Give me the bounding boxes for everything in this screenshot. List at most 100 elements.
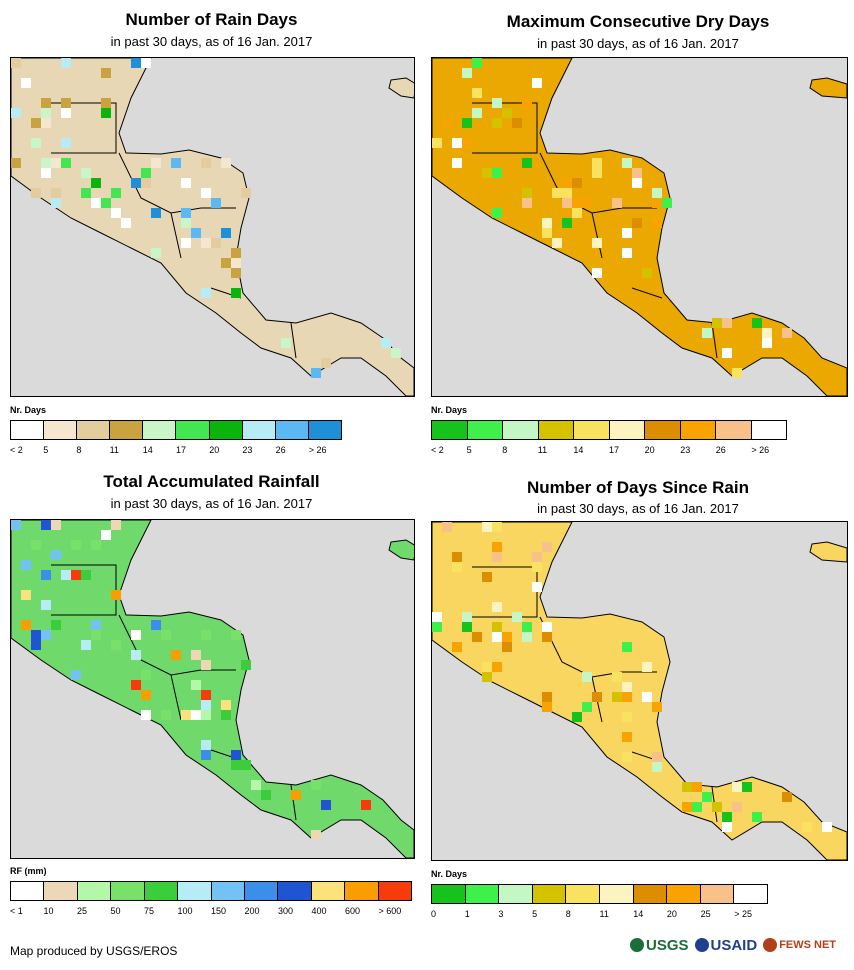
raster-cell bbox=[542, 228, 552, 238]
legend-tick: 600 bbox=[345, 906, 361, 916]
legend-swatch bbox=[11, 882, 45, 900]
raster-cell bbox=[722, 812, 732, 822]
raster-cell bbox=[201, 710, 211, 720]
raster-cell bbox=[51, 550, 61, 560]
panel-3-legend bbox=[10, 881, 412, 901]
legend-tick: 14 bbox=[142, 445, 153, 455]
raster-cell bbox=[732, 802, 742, 812]
raster-cell bbox=[452, 562, 462, 572]
raster-cell bbox=[211, 238, 221, 248]
raster-cell bbox=[712, 318, 722, 328]
raster-cell bbox=[522, 188, 532, 198]
legend-tick: 20 bbox=[644, 445, 655, 455]
panel-2-map-svg bbox=[432, 58, 847, 396]
legend-tick: 20 bbox=[666, 909, 677, 919]
raster-cell bbox=[702, 792, 712, 802]
legend-tick: 26 bbox=[275, 445, 286, 455]
raster-cell bbox=[762, 328, 772, 338]
legend-swatch bbox=[44, 882, 78, 900]
legend-tick: > 25 bbox=[734, 909, 753, 919]
raster-cell bbox=[111, 640, 121, 650]
land-mass bbox=[11, 520, 414, 858]
raster-cell bbox=[542, 218, 552, 228]
raster-cell bbox=[502, 632, 512, 642]
panel-4-map bbox=[431, 521, 848, 861]
raster-cell bbox=[51, 188, 61, 198]
raster-cell bbox=[492, 662, 502, 672]
raster-cell bbox=[722, 318, 732, 328]
country-borders bbox=[539, 152, 718, 359]
raster-cell bbox=[41, 600, 51, 610]
raster-cell bbox=[542, 622, 552, 632]
raster-cell bbox=[161, 630, 171, 640]
raster-cell bbox=[31, 188, 41, 198]
legend-tick: 17 bbox=[176, 445, 187, 455]
credit-text: Map produced by USGS/EROS bbox=[10, 944, 178, 958]
raster-cell bbox=[201, 158, 211, 168]
raster-cell bbox=[61, 138, 71, 148]
raster-cell bbox=[632, 168, 642, 178]
raster-cell bbox=[562, 198, 572, 208]
raster-cell bbox=[552, 188, 562, 198]
raster-cell bbox=[71, 670, 81, 680]
raster-cell bbox=[221, 710, 231, 720]
panel-2-legend-ticks: < 2 5 8 11 14 17 20 23 26 > 26 bbox=[431, 445, 801, 457]
raster-cell bbox=[652, 218, 662, 228]
raster-cell bbox=[532, 552, 542, 562]
raster-cell bbox=[552, 238, 562, 248]
raster-cell bbox=[562, 188, 572, 198]
legend-swatch bbox=[734, 885, 767, 903]
legend-tick: < 2 bbox=[431, 445, 444, 455]
raster-cell bbox=[91, 540, 101, 550]
raster-cell bbox=[21, 560, 31, 570]
raster-cell bbox=[492, 118, 502, 128]
raster-cell bbox=[732, 368, 742, 378]
raster-cell bbox=[702, 328, 712, 338]
legend-tick: 75 bbox=[144, 906, 155, 916]
raster-cell bbox=[782, 328, 792, 338]
land-mass bbox=[432, 522, 847, 860]
legend-tick: 25 bbox=[77, 906, 88, 916]
raster-cell bbox=[582, 702, 592, 712]
raster-cell bbox=[652, 702, 662, 712]
raster-cell bbox=[191, 650, 201, 660]
raster-cell bbox=[592, 238, 602, 248]
panel-1-map-svg bbox=[11, 58, 414, 396]
raster-cell bbox=[51, 620, 61, 630]
raster-cell bbox=[141, 690, 151, 700]
raster-cell bbox=[682, 802, 692, 812]
legend-tick: < 1 bbox=[10, 906, 23, 916]
yucatan-border bbox=[472, 102, 538, 154]
raster-cell bbox=[201, 740, 211, 750]
raster-cell bbox=[61, 58, 71, 68]
raster-cell bbox=[191, 228, 201, 238]
raster-cell bbox=[41, 168, 51, 178]
raster-cell bbox=[61, 158, 71, 168]
legend-swatch bbox=[499, 885, 533, 903]
panel-2-legend bbox=[431, 420, 787, 440]
raster-cell bbox=[11, 520, 21, 530]
raster-cell bbox=[21, 620, 31, 630]
raster-cell bbox=[71, 540, 81, 550]
raster-cell bbox=[622, 682, 632, 692]
raster-cell bbox=[532, 78, 542, 88]
fews-mark-icon bbox=[763, 938, 778, 952]
raster-cell bbox=[432, 612, 442, 622]
country-borders bbox=[118, 152, 297, 359]
legend-tick: 400 bbox=[311, 906, 327, 916]
legend-tick: 17 bbox=[609, 445, 620, 455]
legend-tick: 0 bbox=[431, 909, 437, 919]
raster-cell bbox=[502, 108, 512, 118]
raster-cell bbox=[181, 218, 191, 228]
raster-cell bbox=[281, 338, 291, 348]
panel-2-map bbox=[431, 57, 848, 397]
raster-cell bbox=[642, 268, 652, 278]
raster-cell bbox=[111, 520, 121, 530]
raster-cell bbox=[41, 98, 51, 108]
raster-cell bbox=[482, 672, 492, 682]
raster-cell bbox=[762, 338, 772, 348]
legend-tick: 23 bbox=[680, 445, 691, 455]
raster-cell bbox=[241, 188, 251, 198]
raster-cell bbox=[782, 792, 792, 802]
raster-cell bbox=[482, 522, 492, 532]
